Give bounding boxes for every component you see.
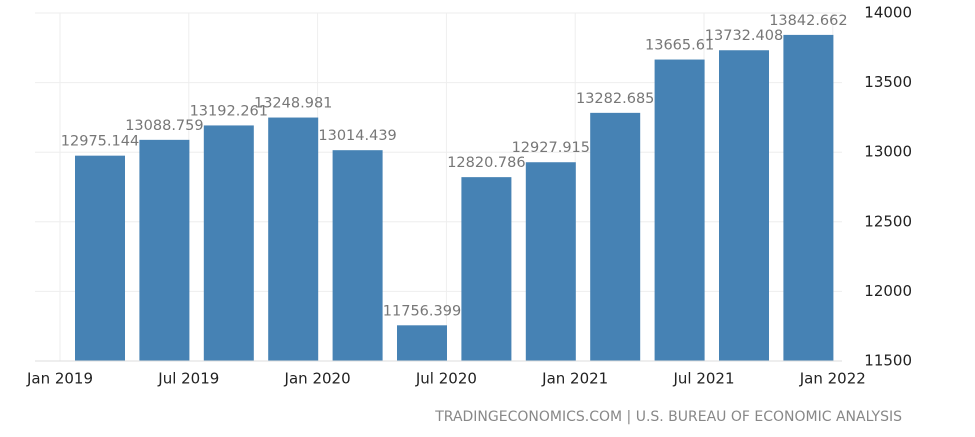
x-tick-label: Jan 2019 <box>26 370 93 388</box>
value-label: 12975.144 <box>61 134 139 150</box>
bar <box>590 112 641 361</box>
y-tick-label: 12000 <box>864 282 912 300</box>
x-tick-label: Jan 2022 <box>799 370 866 388</box>
bar <box>525 162 576 361</box>
x-tick-label: Jul 2019 <box>157 370 219 388</box>
source-note: TRADINGECONOMICS.COM | U.S. BUREAU OF EC… <box>434 409 902 425</box>
value-label: 13014.439 <box>318 128 396 144</box>
bar <box>139 139 190 361</box>
x-tick-label: Jul 2020 <box>415 370 477 388</box>
bar <box>75 155 125 361</box>
bar <box>268 117 319 362</box>
y-tick-label: 13000 <box>864 143 912 161</box>
value-label: 13732.408 <box>705 28 783 44</box>
bar <box>332 150 383 361</box>
bar <box>397 325 447 361</box>
x-tick-label: Jul 2021 <box>672 370 734 388</box>
bar <box>719 50 769 361</box>
value-label: 13088.759 <box>125 118 203 134</box>
y-tick-label: 11500 <box>864 352 912 370</box>
value-label: 13192.261 <box>190 103 268 119</box>
value-label: 12820.786 <box>447 155 525 171</box>
x-tick-label: Jan 2020 <box>284 370 351 388</box>
value-label: 13842.662 <box>769 13 847 29</box>
bar <box>203 125 254 361</box>
value-label: 13665.61 <box>645 38 714 54</box>
value-label: 12927.915 <box>512 140 590 156</box>
x-tick-label: Jan 2021 <box>541 370 608 388</box>
value-label: 13248.981 <box>254 96 332 112</box>
bar <box>783 34 834 361</box>
value-label: 13282.685 <box>576 91 654 107</box>
bar <box>654 59 705 361</box>
y-tick-label: 13500 <box>864 73 912 91</box>
y-tick-label: 14000 <box>864 4 912 22</box>
bar <box>461 177 512 361</box>
value-label: 11756.399 <box>383 303 461 319</box>
y-tick-label: 12500 <box>864 212 912 230</box>
